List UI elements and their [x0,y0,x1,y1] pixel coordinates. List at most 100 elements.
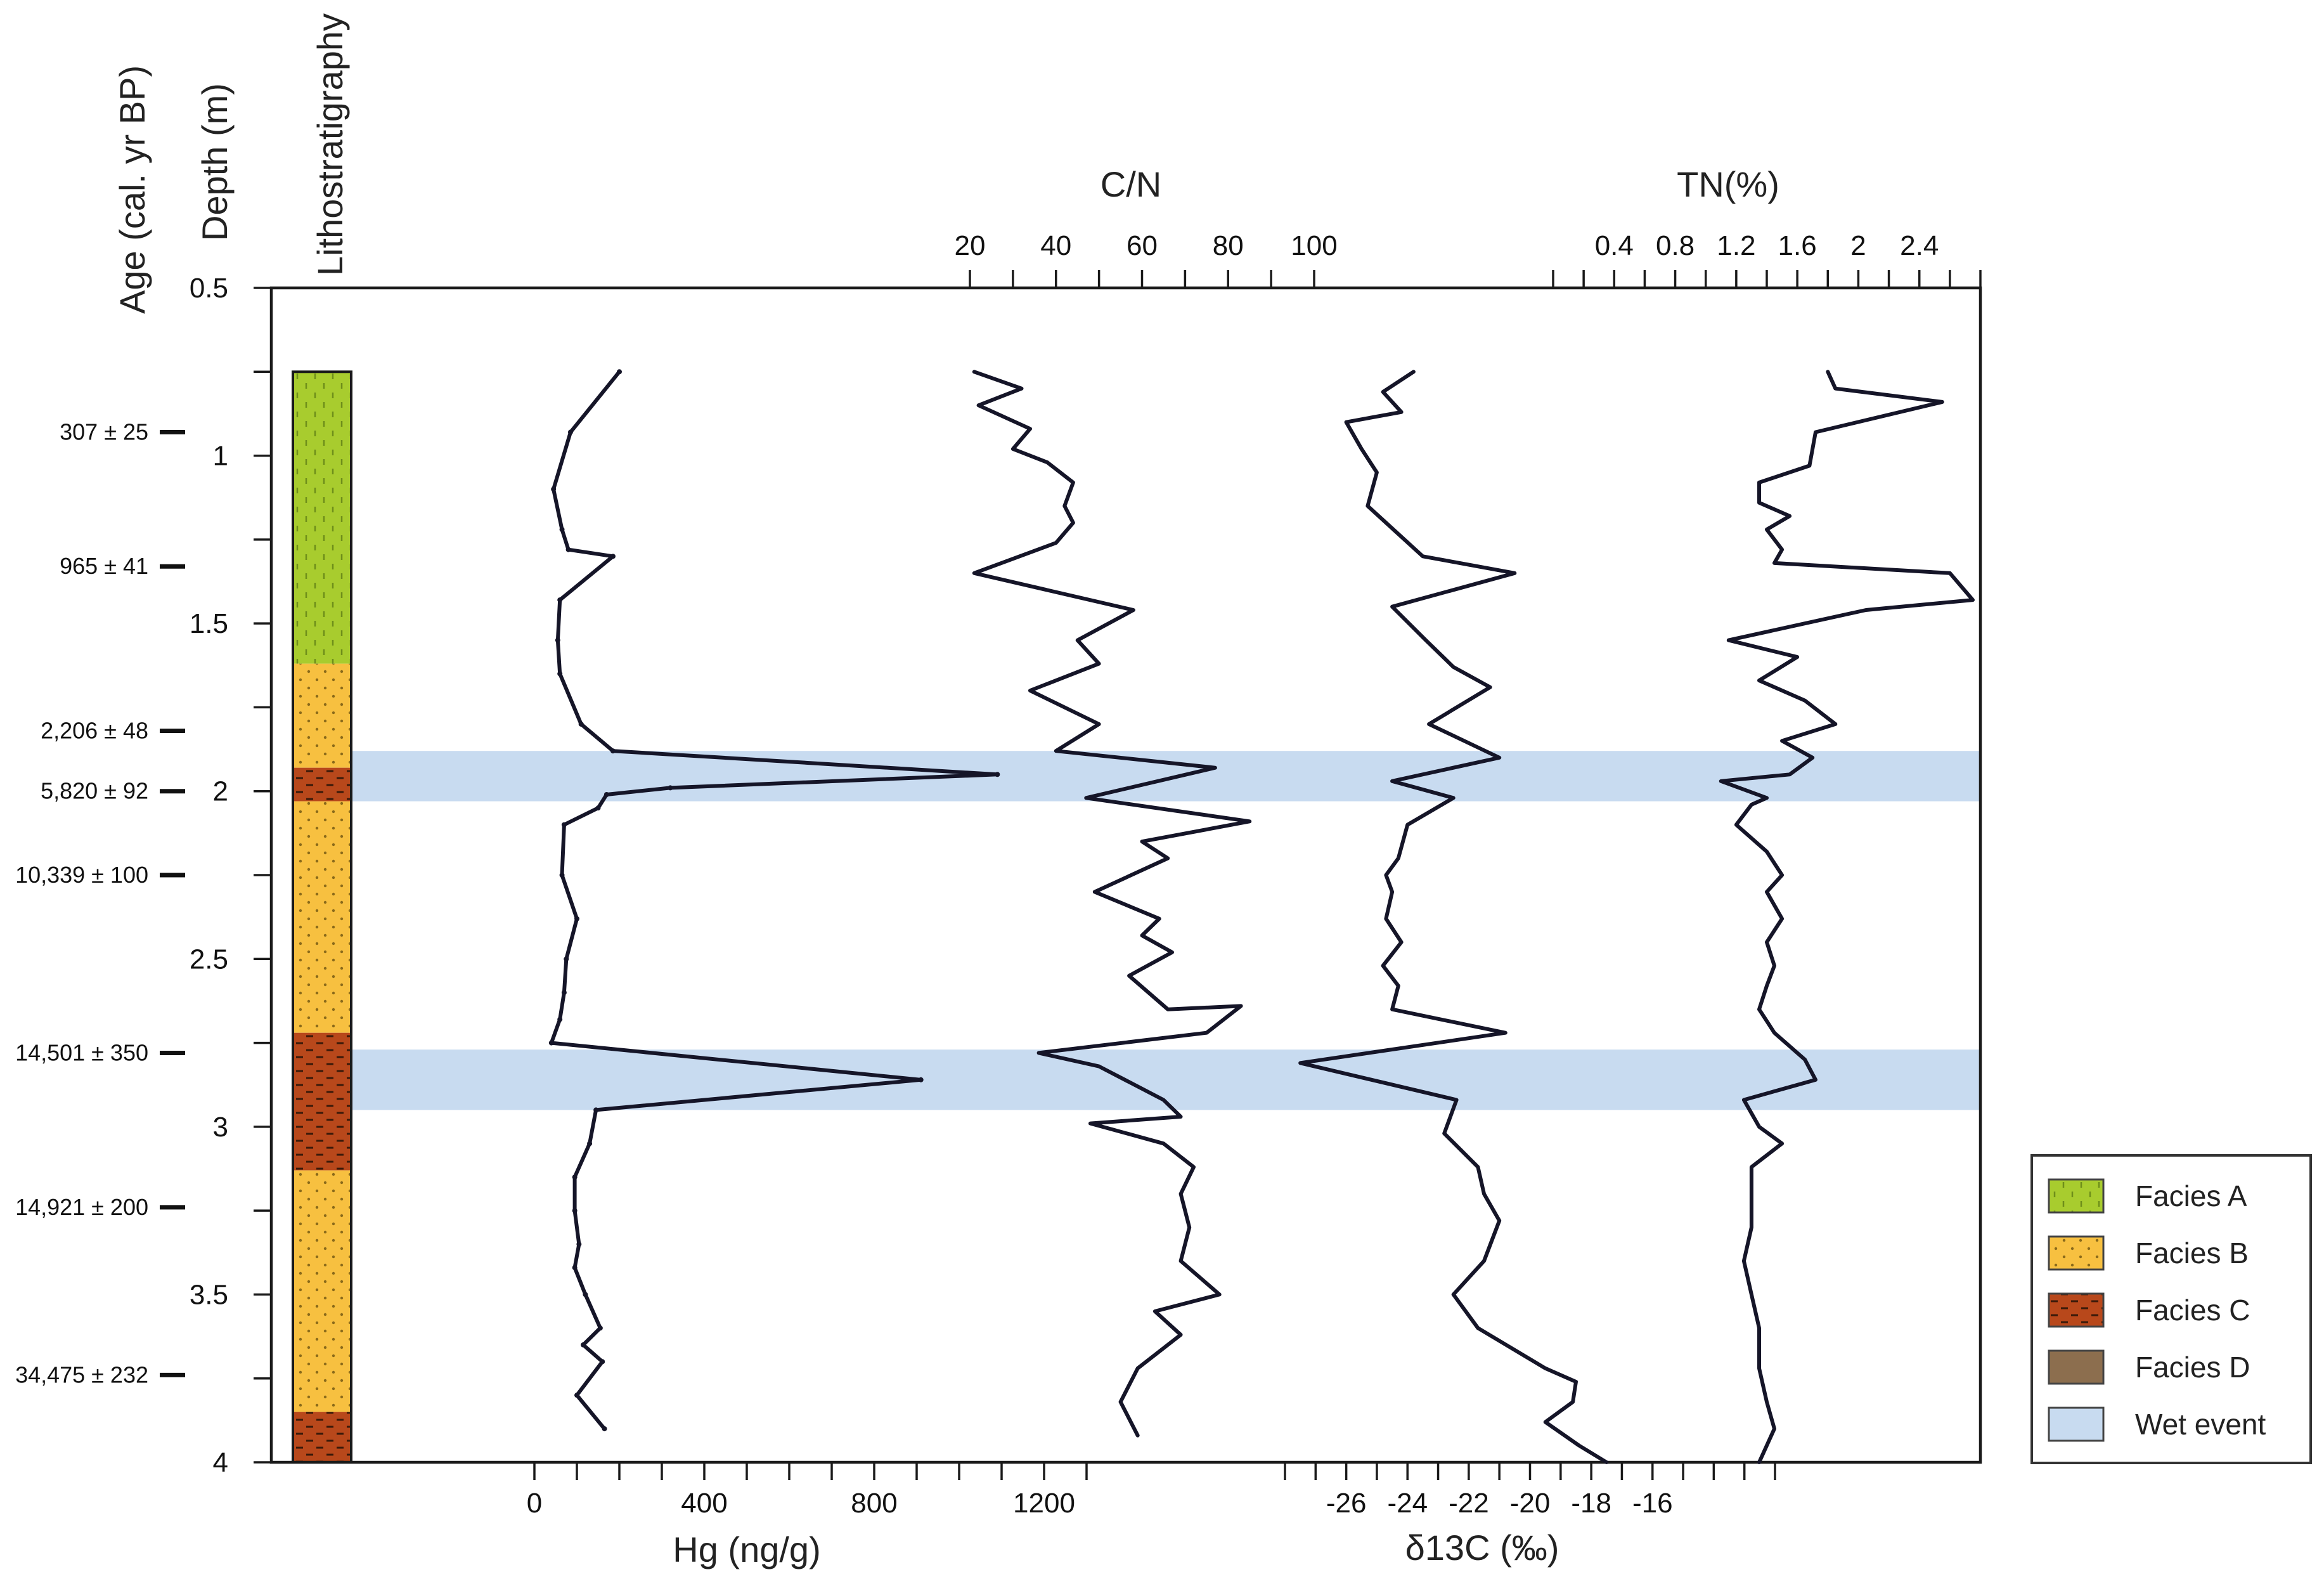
depth-tick-label: 1 [213,441,228,472]
legend-swatch [2048,1292,2105,1328]
hg-point [587,1141,593,1147]
facies-B-unit [293,1170,351,1412]
x-tick-label: 20 [955,230,986,261]
depth-tick-label: 4 [213,1447,228,1478]
series-axis-title: Hg (ng/g) [673,1530,820,1569]
series-line-2 [1298,370,1609,1464]
depth-tick-label: 3.5 [190,1279,228,1310]
depth-tick-label: 1.5 [190,608,228,639]
hg-point [567,429,573,435]
depth-axis: 0.5 1 1.5 2 2.5 3 3.5 4 [190,273,271,1478]
x-tick-label: 1.2 [1717,230,1755,261]
age-label: 307 ± 25 [60,419,148,445]
facies-A-unit [293,372,351,664]
hg-point [574,1393,579,1398]
x-tick-label: 100 [1291,230,1337,261]
x-tick-label: 1200 [1013,1488,1075,1519]
wet-event-bands [352,751,1980,1110]
age-label: 2,206 ± 48 [41,717,148,743]
lithology-column [292,370,352,1464]
hg-point [610,748,616,754]
hg-point [995,772,1000,777]
hg-point [597,1325,603,1331]
legend-swatch [2048,1178,2105,1214]
x-tick-label: -16 [1632,1488,1673,1519]
series-line-1 [972,370,1252,1438]
hg-point [572,1174,578,1180]
facies-C-unit [293,1032,351,1171]
x-tick-label: 80 [1213,230,1244,261]
x-tick-label: 60 [1126,230,1158,261]
hg-point [610,554,616,559]
legend-swatch [2048,1235,2105,1271]
legend-label: Wet event [2135,1408,2266,1441]
depth-tick-label: 2.5 [190,944,228,975]
series-layer [548,369,1975,1464]
hg-point [918,1077,924,1082]
wet-event-band [352,1049,1980,1110]
x-tick-label: 40 [1040,230,1071,261]
hg-point [593,1107,599,1113]
facies-C-unit [293,1412,351,1462]
depth-tick-label: 3 [213,1112,228,1143]
legend-label: Facies B [2135,1237,2249,1270]
age-axis: 307 ± 25 965 ± 41 2,206 ± 48 5,820 ± 92 10,3… [15,419,185,1387]
hg-point [548,1040,554,1046]
x-tick-label: -24 [1387,1488,1428,1519]
hg-point [561,990,567,996]
age-label: 5,820 ± 92 [41,778,148,804]
x-tick-label: 0 [527,1488,542,1519]
legend-label: Facies C [2135,1294,2250,1327]
age-axis-title: Age (cal. yr BP) [112,65,152,314]
hg-point [576,1242,582,1247]
hg-point [668,785,673,791]
hg-point [595,805,601,811]
x-tick-label: 2.4 [1900,230,1939,261]
legend-swatch [2048,1406,2105,1442]
facies-B-unit [293,801,351,1033]
series-axes: 0 400 800 1200 Hg (ng/g) 20 40 60 80 100 C/N -26 -24… [527,164,1982,1569]
hg-point [555,637,560,643]
series-line-0 [549,370,1000,1431]
hg-point [572,1208,578,1214]
series-axis-title: TN(%) [1677,164,1779,204]
litho-title: Lithostratigraphy [310,13,350,276]
series-axis-title: C/N [1101,164,1161,204]
hg-point [581,1342,586,1348]
age-label: 34,475 ± 232 [15,1361,148,1387]
x-tick-label: -20 [1510,1488,1551,1519]
x-tick-label: -22 [1449,1488,1489,1519]
depth-tick-label: 2 [213,776,228,807]
x-tick-label: 0.8 [1656,230,1695,261]
wet-event-band [352,751,1980,802]
hg-point [602,1426,607,1432]
age-label: 14,921 ± 200 [15,1194,148,1220]
hg-point [600,1359,605,1365]
hg-point [565,547,571,552]
depth-axis-title: Depth (m) [195,83,235,241]
hg-point [561,822,567,828]
age-label: 965 ± 41 [60,553,148,579]
hg-point [551,486,557,492]
age-label: 14,501 ± 350 [15,1039,148,1065]
hg-point [572,1265,578,1271]
legend-swatch [2048,1349,2105,1385]
facies-C-unit [293,767,351,802]
x-tick-label: 0.4 [1595,230,1634,261]
hg-point [583,1292,588,1297]
hg-point [617,369,622,375]
hg-point [559,526,565,532]
hg-point [574,916,579,921]
hg-point [564,956,569,962]
x-tick-label: -18 [1571,1488,1611,1519]
x-tick-label: 2 [1850,230,1866,261]
legend-label: Facies D [2135,1351,2250,1384]
series-line-3 [1719,370,1975,1464]
x-tick-label: 400 [681,1488,727,1519]
hg-point [557,1017,563,1022]
series-axis-title: δ13C (‰) [1405,1528,1559,1568]
x-tick-label: 800 [851,1488,897,1519]
hg-point [578,721,584,727]
x-tick-label: 1.6 [1778,230,1817,261]
